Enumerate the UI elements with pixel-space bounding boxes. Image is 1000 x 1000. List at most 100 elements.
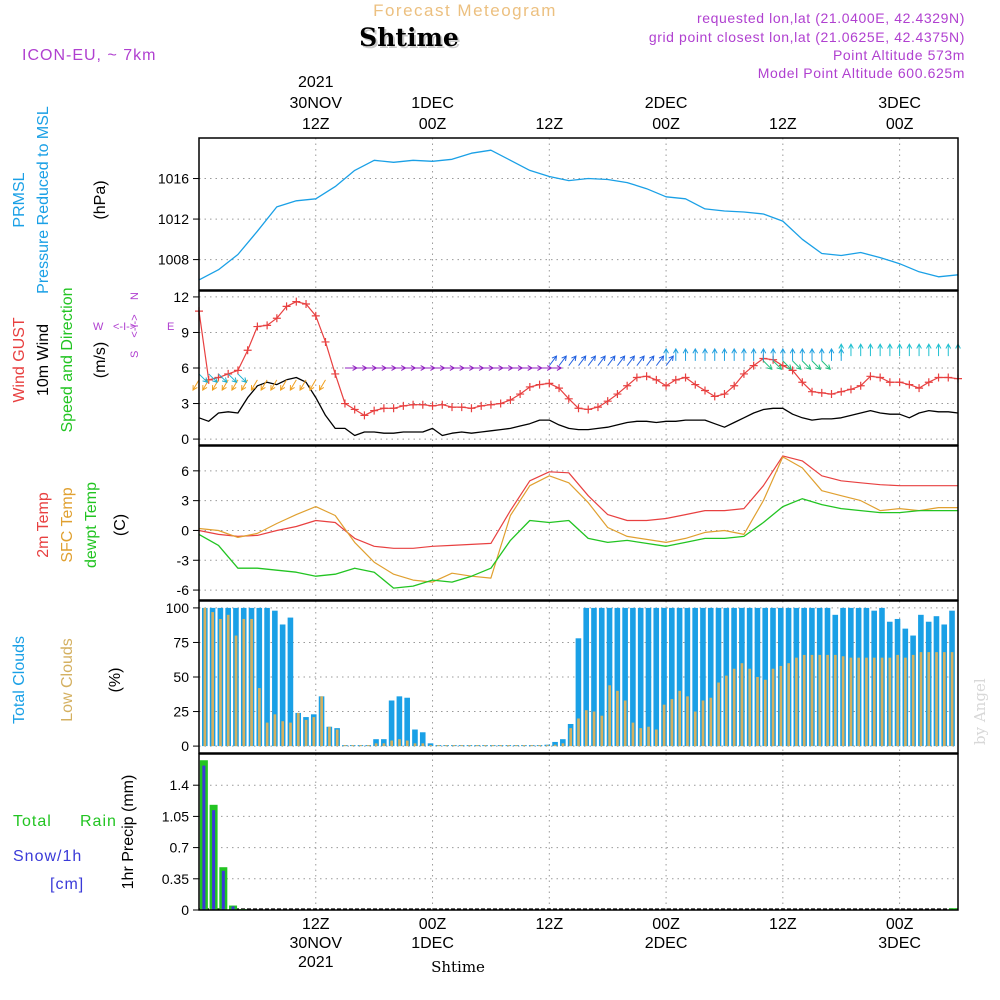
low-cloud-bar <box>538 745 541 747</box>
total-cloud-bar <box>256 607 263 747</box>
gust-point <box>739 369 748 378</box>
total-cloud-bar <box>622 607 628 747</box>
low-cloud-bar <box>709 697 713 747</box>
total-cloud-bar <box>606 607 613 747</box>
compass-north: N <box>129 292 141 300</box>
time-label-top: 30NOV <box>290 95 343 112</box>
gust-point <box>302 300 311 309</box>
y-tick-label: 9 <box>181 324 189 340</box>
gust-point <box>467 404 476 413</box>
low-cloud-bar <box>802 654 806 747</box>
y-tick-label: 6 <box>181 360 189 376</box>
panel-label-wind: Wind GUST <box>11 317 28 403</box>
low-cloud-bar <box>950 652 954 747</box>
gust-point <box>934 373 943 382</box>
low-cloud-bar <box>483 745 487 747</box>
low-cloud-bar <box>429 745 432 747</box>
time-label-top: 00Z <box>419 116 447 133</box>
gust-point <box>749 361 758 370</box>
gust-point <box>321 337 330 346</box>
snow-bar <box>231 906 235 910</box>
y-tick-label: 0 <box>181 522 189 538</box>
time-label-top: 12Z <box>536 116 564 133</box>
total-cloud-bar <box>591 607 597 747</box>
gust-point <box>866 372 875 381</box>
low-cloud-bar <box>437 745 440 747</box>
gust-point <box>360 411 369 420</box>
rain-bar <box>949 908 958 910</box>
wind-direction-arrow <box>711 347 718 361</box>
wind-direction-arrow <box>906 343 913 357</box>
low-cloud-bar <box>732 668 736 747</box>
wind-direction-arrow <box>617 355 626 366</box>
gust-point <box>564 394 573 403</box>
low-cloud-bar <box>413 743 417 747</box>
y-tick-label: 1.05 <box>162 808 189 824</box>
total-cloud-bar <box>645 607 652 747</box>
total-cloud-bar <box>614 607 621 747</box>
low-cloud-bar <box>242 618 246 747</box>
y-tick-label: 1012 <box>158 211 189 227</box>
gust-point <box>701 386 709 395</box>
low-cloud-bar <box>328 726 331 747</box>
gust-point <box>409 400 418 409</box>
time-label-bottom: 00Z <box>419 916 447 933</box>
low-cloud-bar <box>312 717 316 747</box>
wind-direction-arrow <box>818 347 825 361</box>
gust-point <box>885 378 894 387</box>
gust-point <box>817 388 826 397</box>
low-cloud-bar <box>662 704 666 747</box>
low-cloud-bar <box>359 745 362 747</box>
grid-point-coords: grid point closest lon,lat (21.0625E, 42… <box>649 29 965 45</box>
gust-point <box>876 373 885 382</box>
gust-line <box>198 301 959 416</box>
footer-location: Shtime <box>431 958 485 976</box>
wind-direction-arrow <box>221 379 229 391</box>
wind-direction-arrow <box>821 360 831 371</box>
low-cloud-bar <box>296 712 300 747</box>
wind-direction-arrow <box>782 360 792 371</box>
total-cloud-bar <box>676 607 683 747</box>
low-cloud-bar <box>608 685 611 747</box>
total-cloud-bar <box>692 607 698 747</box>
panel-label-temp: dewpt Temp <box>83 482 100 568</box>
low-cloud-bar <box>935 652 938 747</box>
time-label-top: 12Z <box>302 116 330 133</box>
time-label-top: 12Z <box>769 116 797 133</box>
panel-frame-clouds <box>198 600 959 754</box>
low-cloud-bar <box>623 700 627 747</box>
low-cloud-bar <box>281 721 285 747</box>
low-cloud-bar <box>647 726 650 747</box>
low-cloud-bar <box>756 677 759 747</box>
low-cloud-bar <box>748 668 752 747</box>
low-cloud-bar <box>911 654 915 747</box>
total-cloud-bar <box>264 607 270 747</box>
wind-direction-arrow <box>789 347 796 361</box>
gust-point <box>798 378 807 387</box>
total-cloud-bar <box>272 610 278 747</box>
wind-direction-arrow <box>763 360 773 371</box>
panel-label-pressure: PRMSL <box>11 172 28 227</box>
precip-side-label: Rain <box>80 813 117 830</box>
gust-point <box>253 322 262 331</box>
time-label-bottom: 12Z <box>302 916 330 933</box>
gust-point <box>525 382 534 391</box>
gust-point <box>730 381 739 390</box>
gust-point <box>379 404 388 413</box>
low-cloud-bar <box>818 654 822 747</box>
panel-label-clouds: Total Clouds <box>11 636 28 724</box>
low-cloud-bar <box>219 618 222 747</box>
y-tick-label: 6 <box>181 463 189 479</box>
gust-point <box>243 346 252 355</box>
wind-direction-arrow <box>731 347 738 361</box>
gust-point <box>370 406 379 415</box>
panel-label-pressure: (hPa) <box>92 180 109 219</box>
y-tick-label: -3 <box>177 552 190 568</box>
gust-point <box>905 380 914 389</box>
wind-direction-arrow <box>877 343 883 357</box>
wind-direction-arrow <box>626 355 635 366</box>
wind-direction-arrow <box>289 379 297 391</box>
low-cloud-bar <box>592 711 596 747</box>
wind-direction-arrow <box>607 355 616 366</box>
wind-direction-arrow <box>636 355 645 366</box>
